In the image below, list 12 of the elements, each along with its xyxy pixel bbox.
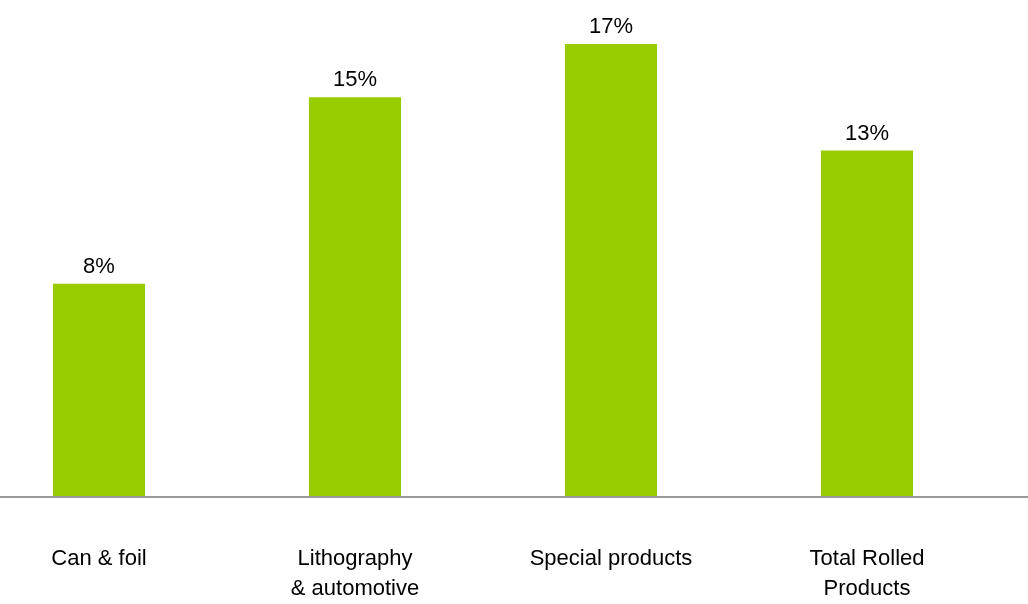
bar	[820, 150, 914, 497]
x-tick-label: Can & foil	[51, 544, 147, 570]
data-label: 8%	[83, 252, 115, 278]
bar	[564, 44, 658, 497]
x-tick-label: Special products	[529, 544, 693, 570]
bar	[52, 283, 146, 497]
data-label: 17%	[588, 13, 634, 38]
x-tick-label: Total Rolled Products	[809, 544, 925, 600]
x-tick-label: Lithography & automotive	[290, 544, 420, 600]
bar	[308, 97, 402, 497]
data-label: 15%	[332, 66, 378, 92]
data-label: 13%	[844, 119, 890, 145]
